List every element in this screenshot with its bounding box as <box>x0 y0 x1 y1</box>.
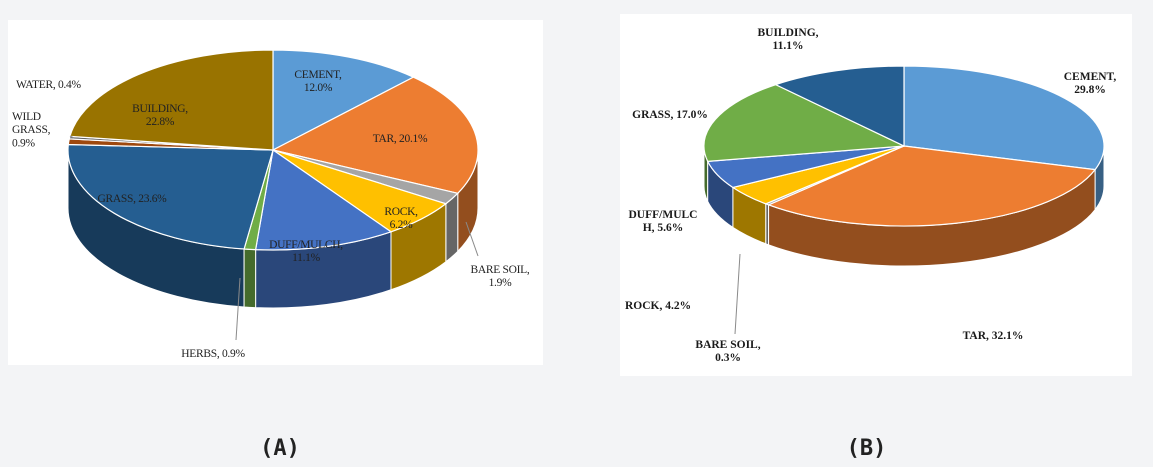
pie-b-label-bare-soil: BARE SOIL, 0.3% <box>695 339 760 364</box>
pie-a-label-wild-grass: WILD GRASS, 0.9% <box>12 111 51 149</box>
panel-a: CEMENT, 12.0% TAR, 20.1% ROCK, 6.2% DUFF/MULC… <box>0 0 560 467</box>
pie-a-label-duff-mulch: DUFF/MULCH, 11.1% <box>269 239 343 264</box>
pie-a-label-tar: TAR, 20.1% <box>373 133 428 145</box>
pie-b-slice-tar <box>766 145 1097 227</box>
pie-chart-b: BUILDING, 11.1% CEMENT, 29.8% GRASS, 17.0% DU… <box>625 27 1117 364</box>
pie-a-side-bare-soil <box>445 192 459 263</box>
pie-b-label-grass: GRASS, 17.0% <box>632 109 708 121</box>
pie-a-label-water: WATER, 0.4% <box>16 79 81 91</box>
pie-a-label-rock: ROCK, 6.2% <box>384 206 418 231</box>
pie-chart-a-area: CEMENT, 12.0% TAR, 20.1% ROCK, 6.2% DUFF/MULC… <box>8 20 543 365</box>
pie-b-leader-bare-soil <box>734 253 741 335</box>
pie-chart-b-area: BUILDING, 11.1% CEMENT, 29.8% GRASS, 17.0% DU… <box>620 14 1132 376</box>
pie-a-leader-herbs <box>235 277 241 341</box>
pie-b-label-cement: CEMENT, 29.8% <box>1064 71 1117 96</box>
pie-b-label-duff-mulch: DUFF/MULC H, 5.6% <box>629 209 698 234</box>
pie-a-label-cement: CEMENT, 12.0% <box>294 69 342 94</box>
pie-b-slice-grass <box>703 83 907 162</box>
pie-a-leader-wild-grass <box>69 135 75 139</box>
pie-chart-a: CEMENT, 12.0% TAR, 20.1% ROCK, 6.2% DUFF/MULC… <box>12 49 530 360</box>
pie-a-label-bare-soil: BARE SOIL, 1.9% <box>471 264 530 289</box>
pie-a-slice-grass <box>67 143 274 250</box>
panel-b: BUILDING, 11.1% CEMENT, 29.8% GRASS, 17.0% DU… <box>580 0 1153 467</box>
panel-label-b: (B) <box>846 436 887 461</box>
panel-label-a: (A) <box>260 436 300 461</box>
pie-b-label-rock: ROCK, 4.2% <box>625 300 691 312</box>
pie-a-slice-duff-mulch <box>254 148 393 251</box>
pie-b-label-tar: TAR, 32.1% <box>963 330 1024 342</box>
pie-a-slice-building <box>69 49 274 151</box>
pie-b-slice-cement <box>903 65 1105 171</box>
pie-b-label-building: BUILDING, 11.1% <box>757 27 818 52</box>
pie-a-leader-bare-soil <box>465 221 479 257</box>
pie-a-label-grass: GRASS, 23.6% <box>98 193 168 205</box>
pie-b-slice-building <box>774 65 905 147</box>
pie-a-slice-cement <box>272 49 415 151</box>
pie-a-slice-tar <box>271 76 479 194</box>
pie-a-label-herbs: HERBS, 0.9% <box>181 348 245 360</box>
pie-a-label-building: BUILDING, 22.8% <box>132 103 188 128</box>
pie-a-side-herbs <box>243 248 257 309</box>
